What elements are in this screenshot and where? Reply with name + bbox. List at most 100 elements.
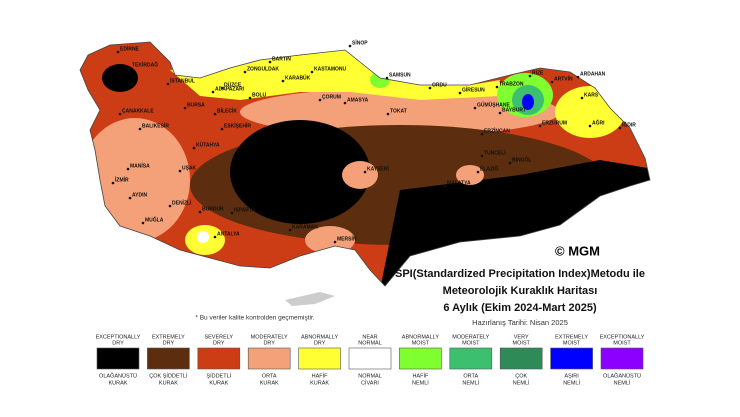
city-label: ZONGULDAK [247, 66, 279, 72]
city-label: TUNCELİ [484, 149, 506, 156]
legend-tr: CİVARI [361, 379, 379, 386]
legend-tr: ÇOK ŞİDDETLİ [149, 372, 188, 379]
city-label: TOKAT [390, 108, 407, 114]
map-title: SPI(Standardized Precipitation Index)Met… [395, 268, 645, 314]
legend-swatch [298, 347, 341, 370]
data-note: * Bu veriler kalite kontrolden geçmemişt… [195, 315, 314, 322]
legend-en: MOIST [462, 340, 480, 346]
legend-tr: KURAK [109, 380, 128, 386]
title-line: SPI(Standardized Precipitation Index)Met… [395, 268, 645, 280]
city-dot [310, 70, 314, 74]
city-dot [128, 66, 132, 70]
prepared-date: Hazırlanış Tarihi: Nisan 2025 [472, 318, 568, 327]
city-label: MANİSA [130, 162, 150, 169]
city-label: BURSA [187, 102, 205, 108]
legend-tr: HAFİF [412, 372, 429, 379]
city-dot [213, 235, 217, 239]
city-dot [288, 228, 292, 232]
city-label: AYDIN [132, 192, 147, 198]
city-label: GÜMÜŞHANE [477, 101, 510, 108]
legend-en: MODERATELY [452, 334, 489, 340]
city-dot [495, 85, 499, 89]
city-label: ERZURUM [542, 120, 567, 126]
city-dot [243, 70, 247, 74]
city-label: IĞDIR [622, 120, 636, 128]
city-dot [480, 132, 484, 136]
city-label: BİLECİK [217, 107, 237, 114]
legend-swatch [197, 347, 241, 370]
city-label: KÜTAHYA [196, 141, 220, 148]
city-dot [363, 170, 367, 174]
city-label: AMASYA [347, 97, 369, 103]
city-label: MUĞLA [145, 215, 164, 223]
city-dot [166, 82, 170, 86]
cyprus [285, 292, 335, 306]
legend-tr: HAFİF [312, 372, 329, 379]
city-label: MALATYA [447, 180, 471, 186]
legend-swatch [499, 347, 543, 370]
city-dot [318, 98, 322, 102]
legend-en: DRY [263, 340, 275, 346]
city-label: SAMSUN [389, 72, 411, 78]
city-dot [168, 204, 172, 208]
legend-swatch [449, 347, 493, 370]
city-label: ERZİNCAN [484, 127, 510, 134]
city-label: KAYSERİ [367, 165, 389, 172]
city-label: BURDUR [202, 206, 224, 212]
city-label: AĞRI [592, 118, 605, 126]
legend-en: NORMAL [358, 340, 382, 346]
country-border [79, 41, 651, 287]
legend-en: DRY [213, 340, 225, 346]
legend-swatch [96, 347, 140, 370]
city-dot [588, 124, 592, 128]
city-dot [198, 210, 202, 214]
legend-en: NEAR [362, 334, 377, 340]
city-dot [618, 126, 622, 130]
legend-tr: KURAK [209, 380, 228, 386]
legend-en: MOIST [412, 340, 430, 346]
city-label: TEKİRDAĞ [132, 60, 158, 68]
city-dot [178, 169, 182, 173]
legend-swatch [247, 347, 291, 370]
city-label: MERSİN [337, 235, 357, 242]
legend-en: MOIST [613, 340, 631, 346]
city-dot [111, 181, 115, 185]
city-label: ELAZIĞ [480, 164, 498, 172]
city-label: BARTIN [272, 56, 291, 62]
city-label: ÇORUM [322, 94, 341, 100]
city-label: KARAMAN [292, 224, 318, 230]
city-dot [458, 91, 462, 95]
city-label: İZMİR [115, 176, 129, 183]
city-dot [528, 74, 532, 78]
legend-en: ABNORMALLY [301, 334, 339, 340]
credit: © MGM [555, 243, 600, 258]
legend-tr: NEMLİ [614, 379, 631, 386]
legend-swatch [399, 347, 442, 370]
city-dot [343, 101, 347, 105]
legend-tr: ŞİDDETLİ [206, 372, 231, 379]
city-label: SİNOP [352, 39, 368, 46]
legend-tr: ORTA [262, 373, 277, 379]
city-label: BOLU [252, 92, 267, 98]
city-dot [508, 161, 512, 165]
city-label: BAYBURT [502, 107, 526, 113]
legend-en: EXTREMELY [152, 334, 185, 340]
legend-en: ABNORMALLY [402, 334, 440, 340]
legend-swatch [550, 347, 593, 370]
city-label: EDİRNE [120, 45, 140, 52]
city-dot [118, 112, 122, 116]
city-dot [443, 184, 447, 188]
city-dot [498, 111, 502, 115]
city-label: ARTVİN [554, 75, 573, 82]
legend-tr: NEMLİ [513, 379, 530, 386]
city-label: KASTAMONU [314, 66, 347, 72]
city-dot [386, 112, 390, 116]
city-dot [141, 221, 145, 225]
city-label: İSTANBUL [170, 77, 195, 84]
city-dot [480, 154, 484, 158]
legend-tr: ORTA [463, 373, 478, 379]
legend-en: DRY [314, 340, 326, 346]
city-label: RİZE [532, 69, 544, 76]
city-label: GİRESUN [462, 86, 485, 93]
